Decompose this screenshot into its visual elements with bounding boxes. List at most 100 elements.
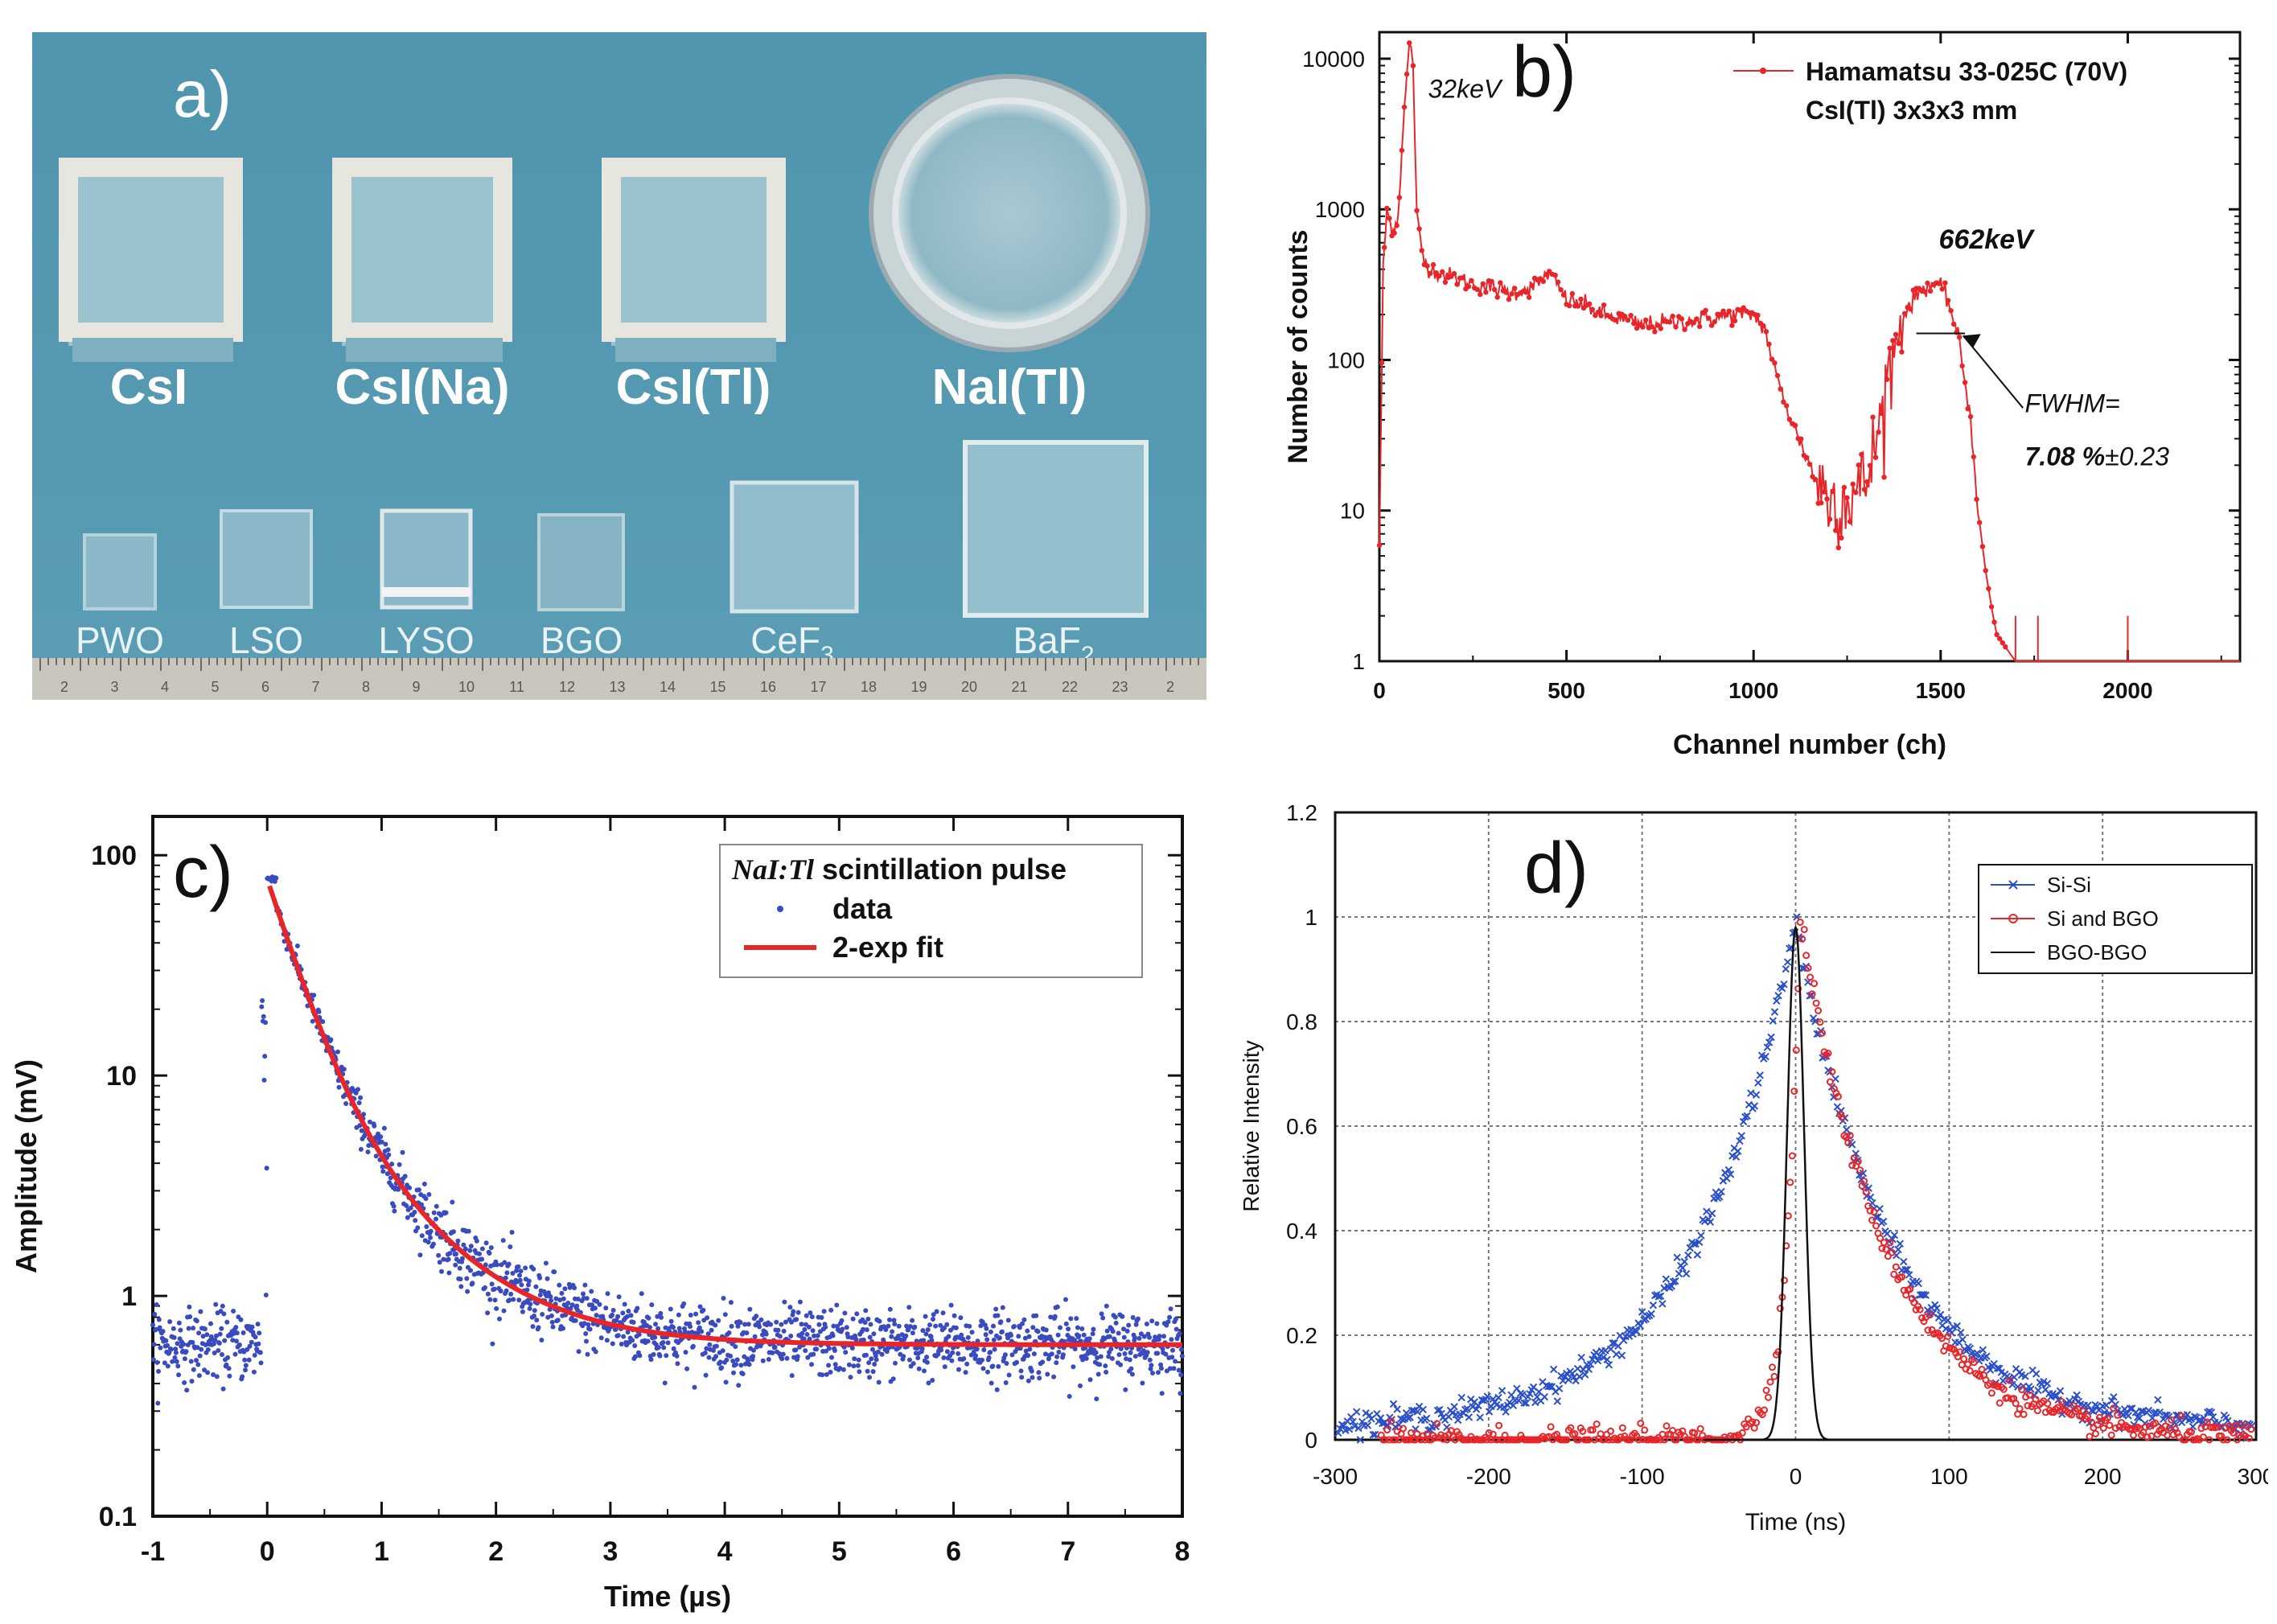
- data-point: [1483, 1436, 1491, 1444]
- data-point: [2137, 1407, 2146, 1416]
- data-point: [636, 1332, 642, 1338]
- data-point: [626, 1309, 631, 1314]
- data-point: [668, 1318, 674, 1324]
- crystal-lso: [220, 509, 313, 609]
- data-point: [1901, 1265, 1909, 1274]
- data-point: [1100, 1315, 1106, 1321]
- data-point: [197, 1353, 203, 1359]
- data-point: [479, 1246, 485, 1252]
- data-point: [1591, 1436, 1599, 1444]
- data-point: [1006, 1372, 1012, 1378]
- data-point: [923, 1314, 928, 1319]
- data-point: [1354, 1424, 1363, 1433]
- data-point: [1569, 290, 1575, 297]
- data-point: [402, 1174, 408, 1179]
- data-point: [1747, 1089, 1755, 1097]
- data-point: [1465, 1413, 1473, 1421]
- data-point: [1363, 1421, 1372, 1429]
- data-point: [751, 1347, 756, 1353]
- data-point: [681, 1301, 687, 1306]
- data-point: [1063, 1321, 1069, 1326]
- data-point: [561, 1296, 566, 1301]
- data-point: [1800, 926, 1808, 934]
- data-point: [1469, 278, 1474, 284]
- data-point: [205, 1346, 211, 1352]
- data-point: [610, 1341, 615, 1346]
- data-point: [721, 1296, 726, 1301]
- data-point: [1743, 1112, 1751, 1120]
- ruler-number: 22: [1062, 679, 1078, 695]
- data-point: [1755, 312, 1761, 319]
- data-point: [1383, 1426, 1391, 1434]
- data-point: [1489, 278, 1494, 285]
- data-point: [1995, 1364, 2004, 1373]
- data-point: [649, 1302, 655, 1308]
- data-point: [1025, 1353, 1031, 1359]
- data-point: [1945, 298, 1951, 303]
- data-point: [1048, 1314, 1054, 1320]
- data-point: [1104, 1328, 1110, 1334]
- data-point: [2131, 1408, 2140, 1416]
- data-point: [864, 1327, 869, 1333]
- data-point: [359, 1128, 364, 1133]
- data-point: [1712, 319, 1717, 325]
- data-point: [995, 1313, 1001, 1318]
- data-point: [2057, 1398, 2065, 1405]
- data-point: [1384, 205, 1390, 212]
- data-point: [1158, 1366, 1164, 1371]
- data-point: [2099, 1424, 2107, 1432]
- data-point: [1078, 1338, 1083, 1344]
- legend-marker-spectrum: [1760, 68, 1766, 74]
- data-point: [656, 1345, 661, 1351]
- data-point: [488, 1245, 494, 1251]
- data-point: [1652, 329, 1658, 335]
- data-point: [861, 1326, 866, 1332]
- data-point: [2177, 1412, 2185, 1420]
- data-point: [1966, 1367, 1974, 1375]
- data-point: [356, 1100, 362, 1106]
- data-point: [931, 1317, 935, 1322]
- data-point: [1074, 1316, 1079, 1322]
- data-point: [1025, 1378, 1031, 1383]
- data-point: [746, 1362, 752, 1367]
- data-point: [865, 1316, 871, 1322]
- data-point: [434, 1216, 438, 1222]
- data-point: [1703, 307, 1708, 314]
- data-point: [2033, 1407, 2041, 1415]
- data-point: [532, 1308, 537, 1314]
- data-point: [630, 1338, 635, 1343]
- data-point: [549, 1298, 554, 1303]
- data-point: [1371, 1430, 1379, 1439]
- data-point: [632, 1343, 638, 1348]
- data-point: [1129, 1371, 1135, 1377]
- data-point: [2040, 1377, 2048, 1386]
- data-point: [1614, 1342, 1622, 1351]
- data-point: [846, 1362, 852, 1367]
- data-point: [264, 1166, 269, 1171]
- data-point: [892, 1322, 898, 1327]
- data-point: [651, 1351, 656, 1357]
- data-point: [1376, 1414, 1385, 1422]
- data-point: [993, 1306, 999, 1312]
- data-point: [1472, 1405, 1481, 1413]
- y-tick-label: 10: [106, 1061, 137, 1092]
- x-tick-label: 500: [1547, 678, 1585, 703]
- data-point: [795, 1309, 801, 1315]
- data-point: [2144, 1406, 2153, 1415]
- data-point: [1156, 1370, 1161, 1375]
- data-point: [967, 1323, 972, 1329]
- data-point: [697, 1304, 703, 1309]
- data-point: [1087, 1377, 1093, 1383]
- data-point: [1113, 1320, 1119, 1326]
- data-point: [1947, 1329, 1956, 1337]
- data-point: [1552, 273, 1558, 278]
- data-point: [2084, 1401, 2092, 1409]
- data-point: [1732, 1153, 1741, 1161]
- data-point: [1577, 1353, 1585, 1362]
- data-point: [1673, 1253, 1681, 1262]
- data-point: [1145, 1350, 1150, 1355]
- data-point: [1063, 1297, 1068, 1302]
- ruler-number: 7: [311, 679, 319, 695]
- data-point: [1778, 984, 1786, 993]
- data-point: [1171, 1366, 1177, 1371]
